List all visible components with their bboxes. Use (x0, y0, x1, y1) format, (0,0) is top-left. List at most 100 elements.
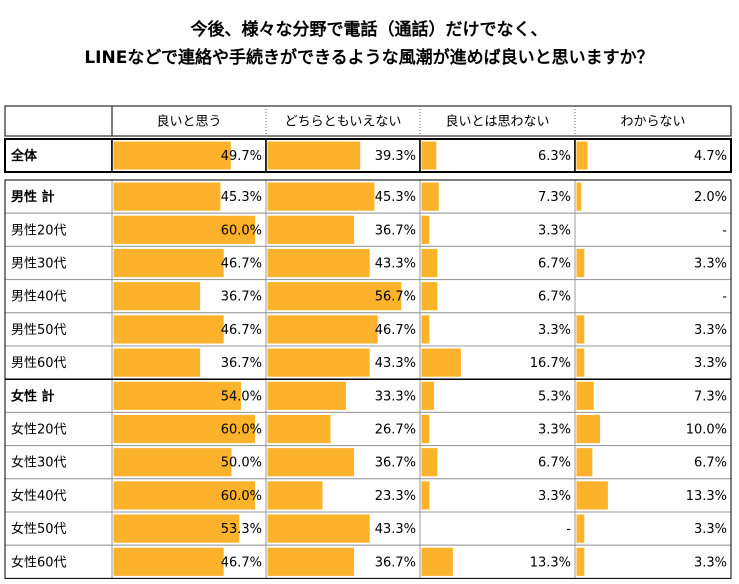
row-label: 女性 計 (11, 388, 55, 404)
value-label: 3.3% (694, 356, 727, 371)
bar (267, 381, 347, 410)
bar (421, 547, 453, 576)
chart-title: 今後、様々な分野で電話（通話）だけでなく、 (191, 19, 548, 40)
bar (267, 215, 355, 244)
value-label: 36.7% (221, 290, 262, 305)
bar (267, 282, 402, 311)
value-label: 6.7% (538, 290, 571, 305)
value-label: 5.3% (538, 389, 571, 404)
bar (421, 348, 461, 377)
value-label: 54.0% (221, 389, 262, 404)
value-label: 3.3% (538, 489, 571, 504)
value-label: 53.3% (221, 522, 262, 537)
column-header: わからない (620, 115, 685, 130)
bar (576, 481, 608, 510)
row-label: 女性50代 (11, 521, 67, 537)
row-label: 男性 計 (11, 189, 55, 205)
value-cell (419, 279, 576, 314)
value-cell (574, 544, 732, 579)
bar (113, 215, 256, 244)
bar (267, 414, 331, 444)
row-cell (4, 445, 113, 480)
value-label: 46.7% (221, 555, 262, 570)
bar (113, 315, 224, 344)
bar (421, 448, 438, 477)
bar (267, 547, 355, 576)
value-label: 33.3% (375, 389, 416, 404)
bar (113, 414, 256, 444)
bar (576, 182, 582, 211)
bar (113, 481, 256, 510)
row-label: 男性30代 (11, 257, 67, 272)
bar (576, 348, 585, 377)
value-label: - (722, 290, 727, 305)
bar (113, 141, 231, 170)
value-label: 39.3% (375, 149, 416, 164)
value-label: 23.3% (375, 489, 416, 504)
bar (267, 248, 370, 278)
bar (576, 448, 593, 477)
bar (267, 141, 361, 170)
bar (421, 315, 430, 344)
bar (576, 248, 585, 278)
value-label: 60.0% (221, 423, 262, 438)
value-label: 46.7% (221, 257, 262, 272)
value-label: 6.3% (538, 149, 571, 164)
bar (113, 381, 241, 410)
value-label: 6.7% (694, 456, 727, 471)
value-label: 36.7% (375, 223, 416, 238)
bar (267, 481, 323, 510)
bar (576, 141, 588, 170)
column-header: 良いとは思わない (445, 114, 549, 130)
bar (113, 547, 224, 576)
value-label: 16.7% (530, 356, 571, 371)
bar (267, 315, 378, 344)
value-label: 13.3% (530, 555, 571, 570)
total-row-border (4, 138, 732, 173)
row-label: 女性30代 (11, 455, 67, 471)
value-label: - (722, 223, 727, 238)
row-label: 女性40代 (11, 488, 67, 504)
value-cell (419, 445, 576, 480)
row-label: 男性20代 (11, 223, 67, 238)
value-label: 6.7% (538, 456, 571, 471)
bar (576, 414, 601, 444)
bar (576, 547, 585, 576)
value-label: 7.3% (694, 389, 727, 404)
row-cell (4, 312, 113, 347)
value-label: 3.3% (538, 423, 571, 438)
value-label: 10.0% (686, 423, 727, 438)
bar (421, 248, 438, 278)
bar (421, 282, 438, 311)
column-header: 良いと思う (156, 114, 221, 130)
bar (267, 514, 370, 543)
bar (421, 481, 430, 510)
row-label: 全体 (10, 148, 38, 164)
bar (421, 215, 430, 244)
value-label: 43.3% (375, 257, 416, 272)
value-label: 46.7% (375, 323, 416, 338)
value-cell (574, 212, 732, 247)
value-cell (419, 378, 576, 413)
bar (113, 448, 232, 477)
bar (113, 348, 201, 377)
row-cell (4, 279, 113, 314)
bar (421, 182, 439, 211)
bar (576, 514, 585, 543)
bar (421, 414, 430, 444)
value-label: 3.3% (694, 522, 727, 537)
bar (421, 141, 437, 170)
bar (576, 315, 585, 344)
row-label: 女性20代 (11, 422, 67, 438)
value-cell (419, 411, 576, 447)
value-label: 36.7% (375, 456, 416, 471)
bar (421, 381, 435, 410)
value-label: 60.0% (221, 223, 262, 238)
value-label: 3.3% (694, 323, 727, 338)
row-label: 女性60代 (11, 554, 67, 570)
row-label: 男性60代 (11, 356, 67, 371)
bar (113, 248, 224, 278)
value-label: 4.7% (694, 149, 727, 164)
chart-subtitle: LINEなどで連絡や手続きができるような風潮が進めば良いと思いますか？ (84, 47, 653, 68)
value-label: 49.7% (221, 149, 262, 164)
